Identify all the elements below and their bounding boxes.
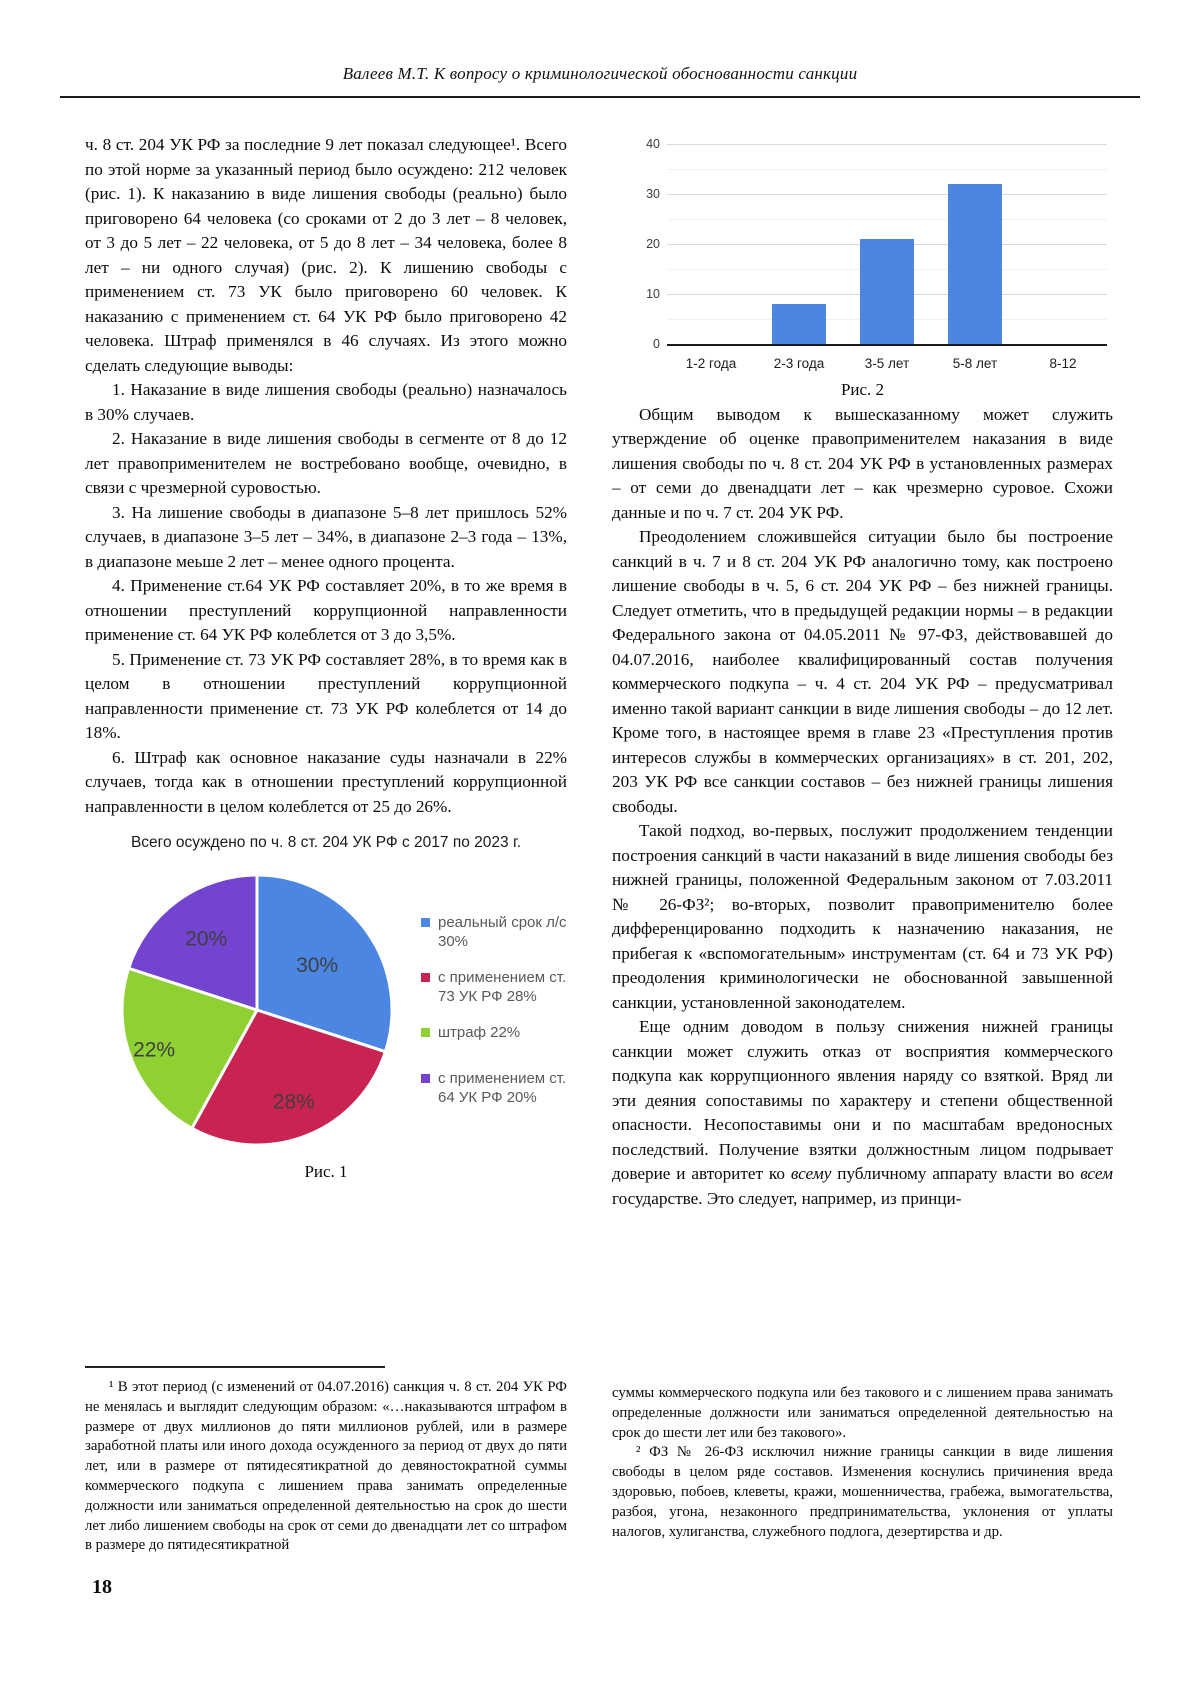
pie-slice-0	[255, 873, 394, 1053]
paragraph: 5. Применение ст. 73 УК РФ составляет 28…	[85, 649, 567, 743]
pie-slice-label: 20%	[185, 927, 227, 950]
paragraph: ч. 8 ст. 204 УК РФ за последние 9 лет по…	[85, 135, 567, 375]
paragraph: Общим выводом к вышесказанному может слу…	[612, 404, 1113, 522]
footnotes-left: ¹ В этот период (с изменений от 04.07.20…	[85, 1366, 567, 1556]
text-run: публичному аппарату власти во	[831, 1164, 1081, 1183]
left-column: ч. 8 ст. 204 УК РФ за последние 9 лет по…	[85, 133, 567, 1184]
page-number: 18	[92, 1576, 112, 1598]
paragraph: 4. Применение ст.64 УК РФ составляет 20%…	[85, 576, 567, 644]
bar-5-8 лет	[948, 184, 1002, 344]
footnote-rule	[85, 1366, 385, 1368]
footnote-2: ² ФЗ № 26-ФЗ исключил нижние границы сан…	[612, 1444, 1113, 1540]
figure-2-caption: Рис. 2	[840, 380, 885, 399]
minor-gridline	[667, 169, 1107, 170]
paragraph: Такой подход, во-первых, послужит продол…	[612, 821, 1113, 1012]
legend-item: с применением ст. 73 УК РФ 28%	[421, 968, 567, 1006]
legend-label: реальный срок л/с 30%	[438, 913, 567, 950]
header-rule	[60, 96, 1140, 98]
paragraph: 2. Наказание в виде лишения свободы в се…	[85, 429, 567, 497]
figure-1-body: 30% 28% 22% 20% реальный срок л/с 30% с прим…	[85, 860, 567, 1160]
pie-slice-label: 22%	[133, 1038, 175, 1061]
text-run: Еще одним доводом в пользу снижения нижн…	[612, 1017, 1113, 1183]
paragraph: Еще одним доводом в пользу снижения нижн…	[612, 1015, 1113, 1211]
y-tick-label: 40	[646, 137, 660, 151]
pie-chart: 30% 28% 22% 20%	[107, 860, 407, 1160]
y-tick-label: 20	[646, 237, 660, 251]
legend-swatch-icon	[421, 1073, 430, 1083]
pie-slice-3	[127, 873, 259, 1011]
figure-1-title: Всего осуждено по ч. 8 ст. 204 УК РФ с 2…	[130, 834, 522, 851]
paragraph: 6. Штраф как основное наказание суды наз…	[85, 747, 567, 816]
legend-swatch-icon	[421, 917, 430, 927]
right-column: 0 10 20 30 40 1-2 года 2-3 года 3-5 лет 5-8 лет 8…	[612, 126, 1113, 1211]
text-run: государстве. Это следует, например, из п…	[612, 1188, 962, 1208]
y-tick-label: 0	[653, 337, 660, 351]
pie-slice-label: 28%	[273, 1090, 315, 1113]
x-category-label: 8-12	[1049, 356, 1077, 371]
pie-slice-label: 30%	[296, 953, 338, 976]
y-tick-label: 10	[646, 287, 660, 301]
pie-slice-1	[190, 1008, 387, 1146]
minor-gridline	[667, 219, 1107, 220]
italic-text-run: всему	[790, 1164, 832, 1183]
bar-chart: 0 10 20 30 40 1-2 года 2-3 года 3-5 лет 5-8 лет 8…	[612, 126, 1113, 378]
legend-swatch-icon	[421, 1027, 430, 1037]
running-head: Валеев М.Т. К вопросу о криминологическо…	[342, 64, 858, 83]
figure-1: Всего осуждено по ч. 8 ст. 204 УК РФ с 2…	[85, 831, 567, 1184]
bar-chart-plot	[667, 144, 1107, 346]
pie-legend: реальный срок л/с 30% с применением ст. 7…	[421, 913, 567, 1107]
legend-label: с применением ст. 73 УК РФ 28%	[438, 968, 567, 1005]
pie-slice-2	[120, 966, 259, 1130]
figure-1-caption: Рис. 1	[304, 1161, 348, 1181]
gridline	[667, 144, 1107, 145]
x-category-label: 3-5 лет	[864, 356, 910, 371]
legend-item: реальный срок л/с 30%	[421, 913, 567, 951]
bar-2-3 года	[772, 304, 826, 344]
legend-label: с применением ст. 64 УК РФ 20%	[438, 1069, 567, 1106]
gridline	[667, 194, 1107, 195]
legend-swatch-icon	[421, 972, 430, 982]
footnote-1: ¹ В этот период (с изменений от 04.07.20…	[85, 1379, 567, 1554]
legend-item: с применением ст. 64 УК РФ 20%	[421, 1069, 567, 1107]
legend-item: штраф 22%	[421, 1023, 567, 1042]
footnote-1-continuation: суммы коммерческого подкупа или без тако…	[612, 1385, 1113, 1441]
x-category-label: 1-2 года	[685, 356, 737, 371]
paragraph: Преодолением сложившейся ситуации было б…	[612, 527, 1113, 816]
italic-text-run: всем	[1080, 1164, 1113, 1183]
paragraph: 3. На лишение свободы в диапазоне 5–8 ле…	[85, 502, 567, 571]
y-tick-label: 30	[646, 187, 660, 201]
x-category-label: 2-3 года	[773, 356, 825, 371]
paragraph: 1. Наказание в виде лишения свободы (реа…	[85, 380, 567, 424]
footnotes-right: суммы коммерческого подкупа или без тако…	[612, 1384, 1113, 1542]
bar-3-5 лет	[860, 239, 914, 344]
pie-chart-svg: 30% 28% 22% 20%	[120, 873, 394, 1146]
x-category-label: 5-8 лет	[952, 356, 998, 371]
legend-label: штраф 22%	[438, 1023, 521, 1041]
